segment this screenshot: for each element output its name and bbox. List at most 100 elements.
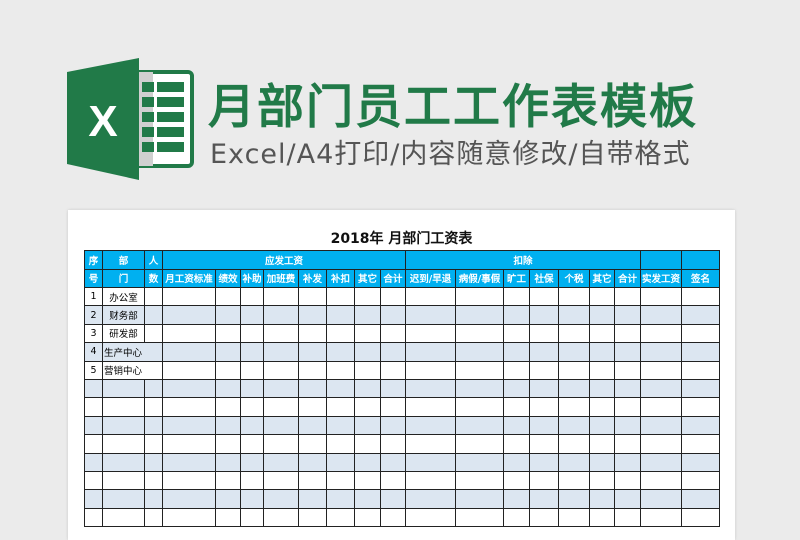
data-cell[interactable] (503, 507, 531, 528)
data-cell[interactable] (263, 415, 299, 436)
data-cell[interactable] (640, 434, 683, 454)
data-cell[interactable] (405, 507, 457, 528)
data-cell[interactable] (455, 507, 505, 528)
data-cell[interactable] (614, 305, 642, 325)
data-cell[interactable] (215, 305, 241, 325)
data-cell[interactable] (589, 360, 616, 380)
data-cell[interactable] (326, 397, 355, 417)
data-cell[interactable] (354, 415, 381, 436)
data-cell[interactable] (405, 470, 457, 491)
data-cell[interactable] (326, 507, 355, 528)
data-cell[interactable] (455, 470, 505, 491)
data-cell[interactable] (405, 489, 457, 509)
data-cell[interactable] (240, 342, 264, 362)
data-cell[interactable] (263, 397, 299, 417)
data-cell[interactable] (681, 360, 721, 380)
data-cell[interactable] (529, 305, 560, 325)
data-cell[interactable] (640, 323, 683, 344)
data-cell[interactable] (298, 507, 327, 528)
data-cell[interactable] (379, 507, 407, 528)
data-cell[interactable] (215, 378, 241, 399)
data-cell[interactable] (326, 342, 355, 362)
data-cell[interactable] (326, 489, 355, 509)
data-cell[interactable] (529, 360, 560, 380)
data-cell[interactable] (681, 434, 721, 454)
data-cell[interactable] (215, 360, 241, 380)
data-cell[interactable] (558, 397, 591, 417)
data-cell[interactable] (379, 360, 407, 380)
data-cell[interactable] (354, 323, 381, 344)
data-cell[interactable] (589, 286, 616, 307)
data-cell[interactable] (326, 452, 355, 472)
data-cell[interactable] (614, 452, 642, 472)
data-cell[interactable] (589, 342, 616, 362)
data-cell[interactable] (379, 397, 407, 417)
data-cell[interactable] (640, 489, 683, 509)
data-cell[interactable] (558, 452, 591, 472)
data-cell[interactable] (162, 452, 216, 472)
data-cell[interactable] (379, 415, 407, 436)
data-cell[interactable] (589, 323, 616, 344)
data-cell[interactable] (503, 305, 531, 325)
data-cell[interactable] (529, 286, 560, 307)
data-cell[interactable] (162, 415, 216, 436)
data-cell[interactable] (263, 452, 299, 472)
data-cell[interactable] (614, 323, 642, 344)
data-cell[interactable] (614, 397, 642, 417)
data-cell[interactable] (589, 305, 616, 325)
data-cell[interactable] (263, 360, 299, 380)
data-cell[interactable] (681, 397, 721, 417)
data-cell[interactable] (455, 452, 505, 472)
data-cell[interactable] (681, 286, 721, 307)
data-cell[interactable] (144, 489, 163, 509)
data-cell[interactable] (614, 286, 642, 307)
data-cell[interactable] (455, 489, 505, 509)
data-cell[interactable] (558, 323, 591, 344)
data-cell[interactable] (379, 378, 407, 399)
data-cell[interactable] (240, 323, 264, 344)
data-cell[interactable] (215, 415, 241, 436)
data-cell[interactable] (263, 286, 299, 307)
data-cell[interactable] (503, 378, 531, 399)
data-cell[interactable] (298, 415, 327, 436)
data-cell[interactable] (405, 397, 457, 417)
data-cell[interactable] (503, 415, 531, 436)
data-cell[interactable] (558, 507, 591, 528)
data-cell[interactable] (263, 305, 299, 325)
data-cell[interactable] (681, 342, 721, 362)
data-cell[interactable] (589, 378, 616, 399)
data-cell[interactable] (162, 434, 216, 454)
data-cell[interactable] (503, 470, 531, 491)
data-cell[interactable] (455, 434, 505, 454)
data-cell[interactable] (263, 434, 299, 454)
data-cell[interactable] (455, 415, 505, 436)
data-cell[interactable] (354, 507, 381, 528)
data-cell[interactable] (326, 360, 355, 380)
data-cell[interactable] (681, 507, 721, 528)
data-cell[interactable] (263, 507, 299, 528)
data-cell[interactable] (529, 323, 560, 344)
data-cell[interactable] (589, 507, 616, 528)
data-cell[interactable] (263, 470, 299, 491)
data-cell[interactable] (162, 342, 216, 362)
data-cell[interactable] (298, 378, 327, 399)
data-cell[interactable] (681, 470, 721, 491)
data-cell[interactable] (589, 489, 616, 509)
data-cell[interactable] (405, 305, 457, 325)
data-cell[interactable] (681, 489, 721, 509)
data-cell[interactable] (379, 470, 407, 491)
data-cell[interactable] (405, 452, 457, 472)
data-cell[interactable] (681, 323, 721, 344)
data-cell[interactable] (162, 470, 216, 491)
data-cell[interactable] (640, 378, 683, 399)
data-cell[interactable] (589, 452, 616, 472)
data-cell[interactable] (455, 323, 505, 344)
data-cell[interactable] (640, 360, 683, 380)
data-cell[interactable] (298, 360, 327, 380)
data-cell[interactable] (354, 378, 381, 399)
data-cell[interactable] (215, 397, 241, 417)
data-cell[interactable] (263, 323, 299, 344)
data-cell[interactable] (240, 507, 264, 528)
data-cell[interactable] (162, 507, 216, 528)
data-cell[interactable] (144, 286, 163, 307)
